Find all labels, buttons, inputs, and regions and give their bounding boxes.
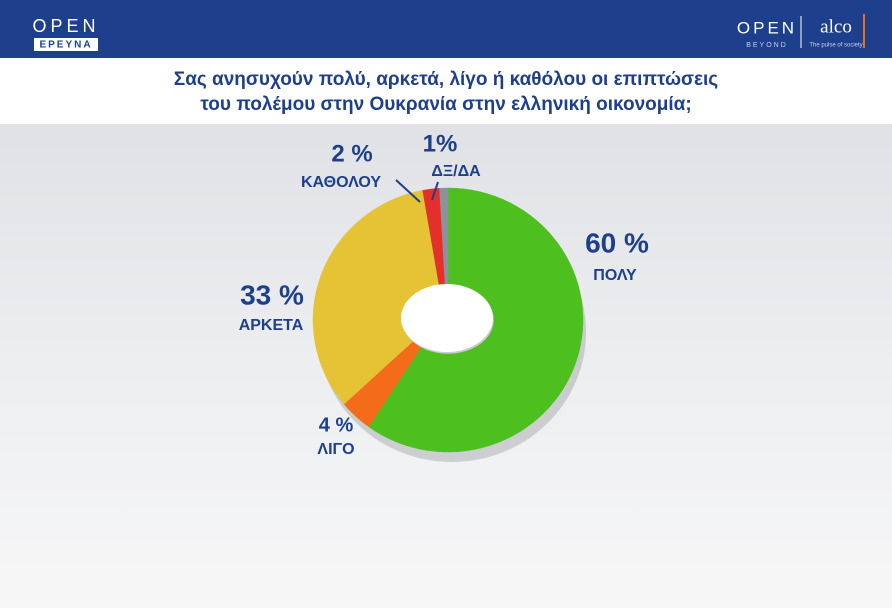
value-label: 33 % bbox=[240, 279, 304, 310]
brand: alco bbox=[820, 16, 852, 37]
header-bar bbox=[0, 0, 892, 58]
logo-left-box bbox=[34, 38, 98, 51]
leader-line bbox=[431, 181, 439, 201]
category-label: ΛΙΓΟ bbox=[317, 441, 354, 458]
category-label: ΑΡΚΕΤΑ bbox=[239, 317, 304, 334]
logo-left-top: OPEN bbox=[32, 16, 99, 36]
category-label: ΠΟΛΥ bbox=[593, 267, 637, 284]
value-label: 60 % bbox=[585, 227, 649, 258]
logo-right-top: OPEN bbox=[737, 18, 797, 37]
value-label: 4 % bbox=[319, 414, 354, 436]
category-label: ΔΞ/ΔΑ bbox=[431, 163, 481, 180]
logo-left-bottom: ΕΡΕΥΝΑ bbox=[39, 40, 92, 51]
logo-right-bottom: BEYOND bbox=[746, 42, 788, 49]
slice bbox=[368, 187, 584, 453]
value-label: 2 % bbox=[331, 140, 372, 167]
title-band bbox=[0, 58, 892, 124]
brand-tagline: The pulse of society bbox=[809, 43, 862, 49]
value-label: 1% bbox=[423, 130, 458, 157]
title-line: του πολέμου στην Ουκρανία στην ελληνική … bbox=[200, 94, 691, 115]
leader-line bbox=[395, 179, 421, 203]
title-line: Σας ανησυχούν πολύ, αρκετά, λίγο ή καθόλ… bbox=[174, 69, 718, 90]
donut-hole bbox=[401, 284, 493, 352]
category-label: ΚΑΘΟΛΟΥ bbox=[301, 174, 381, 191]
